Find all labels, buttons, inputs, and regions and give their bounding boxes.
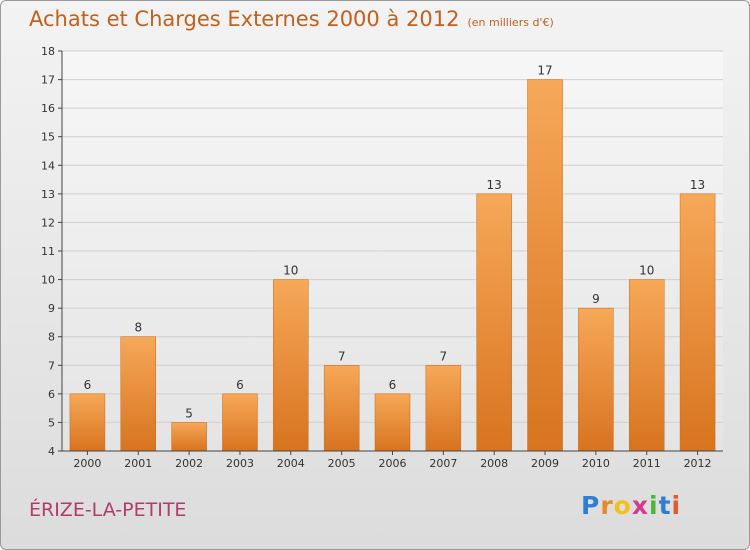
logo-letter: i: [649, 491, 659, 520]
data-label: 8: [134, 321, 142, 335]
data-label: 6: [389, 378, 397, 392]
data-label: 10: [639, 264, 654, 278]
bar-2006: [374, 393, 411, 452]
y-tick-label: 7: [48, 359, 55, 372]
y-tick-label: 8: [48, 331, 55, 344]
chart-subtitle: (en milliers d'€): [467, 16, 554, 29]
x-tick-label: 2009: [531, 457, 559, 470]
y-tick-label: 10: [41, 274, 55, 287]
bar-2005: [323, 365, 360, 452]
bar-2008: [476, 193, 512, 452]
bar-2002: [171, 422, 207, 452]
y-tick-label: 15: [41, 131, 55, 144]
y-tick-label: 9: [48, 302, 55, 315]
y-tick-label: 4: [48, 445, 55, 458]
x-tick-label: 2011: [633, 457, 661, 470]
bar-2012: [679, 193, 716, 452]
data-label: 10: [283, 264, 298, 278]
data-label: 6: [236, 378, 244, 392]
y-tick-label: 6: [48, 388, 55, 401]
data-label: 13: [487, 178, 502, 192]
x-tick-label: 2010: [582, 457, 610, 470]
x-tick-label: 2005: [328, 457, 356, 470]
y-tick-label: 17: [41, 74, 55, 87]
y-tick-label: 14: [41, 159, 55, 172]
y-tick-label: 18: [41, 45, 55, 58]
bar-2010: [578, 307, 614, 452]
x-tick-label: 2008: [480, 457, 508, 470]
commune-name: ÉRIZE-LA-PETITE: [29, 499, 187, 521]
bar-2009: [527, 79, 563, 452]
bars: 6 8 5 6 10 7 6 7 13 17 9 10 13: [69, 64, 716, 452]
x-tick-label: 2006: [379, 457, 407, 470]
axes: 4 5 6 7 8 9 10 11 12 13 14 15 16 17 18 2000 2001 2002 2003…: [41, 45, 723, 470]
logo-letter: P: [581, 491, 601, 520]
bar-2000: [69, 393, 106, 452]
y-tick-label: 13: [41, 188, 55, 201]
x-tick-label: 2012: [684, 457, 712, 470]
x-tick-label: 2001: [124, 457, 152, 470]
bar-2007: [425, 365, 462, 452]
data-label: 17: [537, 64, 552, 78]
y-tick-label: 12: [41, 216, 55, 229]
chart-title: Achats et Charges Externes 2000 à 2012 (e…: [29, 7, 554, 31]
data-label: 9: [592, 292, 600, 306]
data-label: 7: [440, 349, 448, 363]
x-tick-label: 2007: [429, 457, 457, 470]
x-tick-label: 2002: [175, 457, 203, 470]
bar-2001: [120, 336, 157, 452]
proxiti-logo: Proxiti: [581, 491, 681, 520]
y-tick-label: 16: [41, 102, 55, 115]
data-label: 6: [84, 378, 92, 392]
x-tick-label: 2003: [226, 457, 254, 470]
x-tick-label: 2000: [73, 457, 101, 470]
data-label: 5: [185, 406, 193, 420]
bar-2003: [222, 393, 258, 452]
x-tick-label: 2004: [277, 457, 305, 470]
y-tick-label: 5: [48, 416, 55, 429]
data-label: 13: [690, 178, 705, 192]
chart-title-text: Achats et Charges Externes 2000 à 2012: [29, 7, 460, 31]
y-tick-label: 11: [41, 245, 55, 258]
logo-letter: x: [631, 491, 649, 520]
data-label: 7: [338, 349, 346, 363]
logo-letter: o: [613, 491, 632, 520]
logo-letter: t: [658, 491, 672, 520]
logo-letter: r: [600, 491, 614, 520]
bar-2011: [628, 279, 665, 452]
logo-letter: i: [671, 491, 682, 520]
bar-2004: [273, 279, 309, 452]
